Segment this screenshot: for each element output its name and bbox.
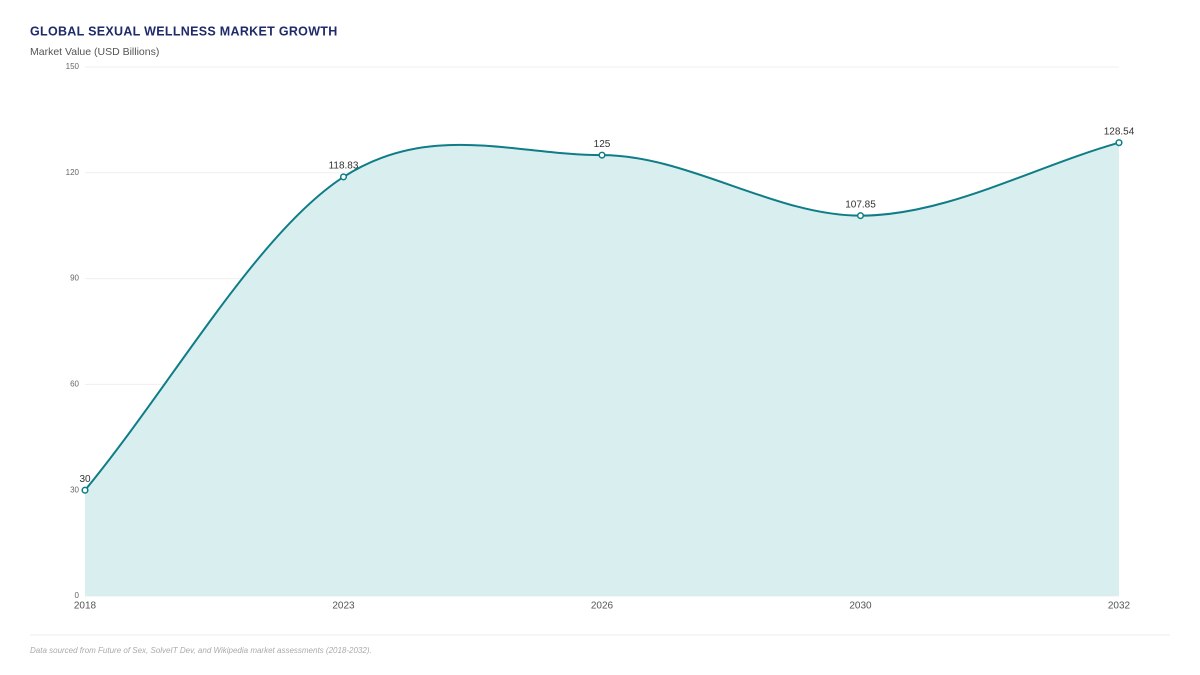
x-tick-label: 2032	[1108, 601, 1131, 612]
y-tick-label: 60	[70, 380, 79, 389]
area-fill	[85, 142, 1119, 597]
chart-title: GLOBAL SEXUAL WELLNESS MARKET GROWTH	[30, 24, 338, 38]
value-label: 128.54	[1104, 126, 1135, 137]
x-tick-label: 2026	[591, 601, 614, 612]
y-tick-label: 0	[75, 591, 80, 600]
y-axis-label: Market Value (USD Billions)	[30, 46, 159, 58]
line	[84, 141, 1120, 491]
y-tick-label: 30	[70, 485, 79, 494]
data-point	[81, 486, 89, 494]
value-label: 30	[79, 474, 91, 485]
y-tick-label: 150	[66, 62, 80, 71]
data-point	[598, 151, 606, 159]
value-label: 118.83	[329, 161, 359, 172]
value-label: 107.85	[845, 199, 876, 210]
value-label: 125	[594, 139, 611, 150]
data-point	[339, 173, 348, 181]
data-point	[1115, 139, 1123, 147]
x-tick-label: 2030	[849, 601, 872, 612]
x-tick-label: 2018	[74, 601, 97, 612]
x-tick-label: 2023	[332, 601, 355, 612]
data-point	[856, 212, 865, 220]
y-tick-label: 120	[66, 168, 80, 177]
y-tick-label: 90	[70, 274, 79, 283]
footer-note: Data sourced from Future of Sex, SolveIT…	[30, 646, 372, 655]
